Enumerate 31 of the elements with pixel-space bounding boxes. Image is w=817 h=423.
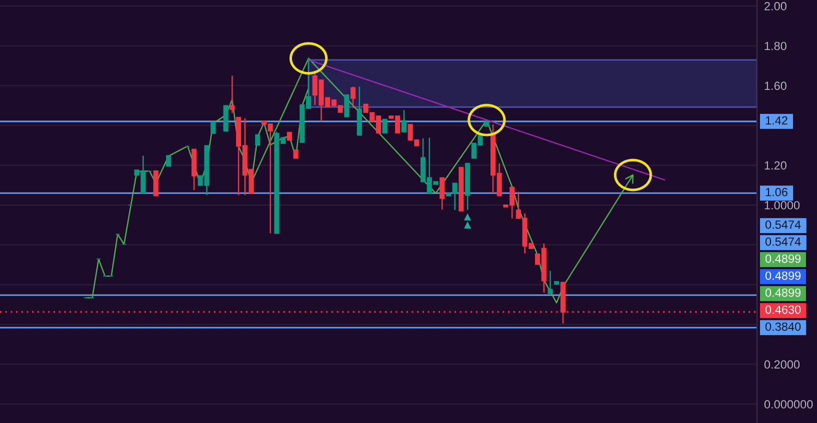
candlestick bbox=[210, 121, 216, 134]
text: 0.4899 bbox=[765, 254, 801, 263]
point bbox=[289, 42, 328, 75]
candlestick bbox=[382, 118, 388, 134]
candlestick bbox=[548, 270, 553, 294]
candlestick bbox=[255, 134, 260, 146]
candlestick bbox=[166, 155, 172, 167]
ref-line-label: 1.42 bbox=[766, 116, 788, 124]
ref-line-label: 1.06 bbox=[766, 188, 788, 196]
ref-line-label: 0.4630 bbox=[765, 305, 801, 314]
y-tick-label: 0.2000 bbox=[764, 360, 800, 369]
point bbox=[464, 221, 472, 228]
text: 0.5474 bbox=[765, 237, 801, 246]
point bbox=[464, 213, 472, 220]
text: 0.4899 bbox=[765, 271, 801, 280]
y-tick-label: 1.20 bbox=[764, 161, 786, 170]
y-tick-label: 2.00 bbox=[764, 2, 786, 10]
y-tick-label: 0.000000 bbox=[764, 400, 813, 408]
candlestick bbox=[350, 86, 356, 108]
candlestick bbox=[440, 177, 445, 210]
ref-line-label: 0.3840 bbox=[765, 322, 801, 331]
text: 0.5474 bbox=[765, 220, 801, 229]
candlestick bbox=[230, 75, 235, 114]
point bbox=[614, 158, 652, 192]
y-tick-label: 1.0000 bbox=[764, 201, 800, 210]
point bbox=[468, 104, 506, 136]
y-tick-label: 1.60 bbox=[764, 82, 786, 90]
text: 0.4899 bbox=[765, 288, 801, 297]
candlestick bbox=[344, 94, 350, 118]
candlestick bbox=[401, 109, 406, 132]
y-tick-label: 1.80 bbox=[764, 42, 786, 50]
